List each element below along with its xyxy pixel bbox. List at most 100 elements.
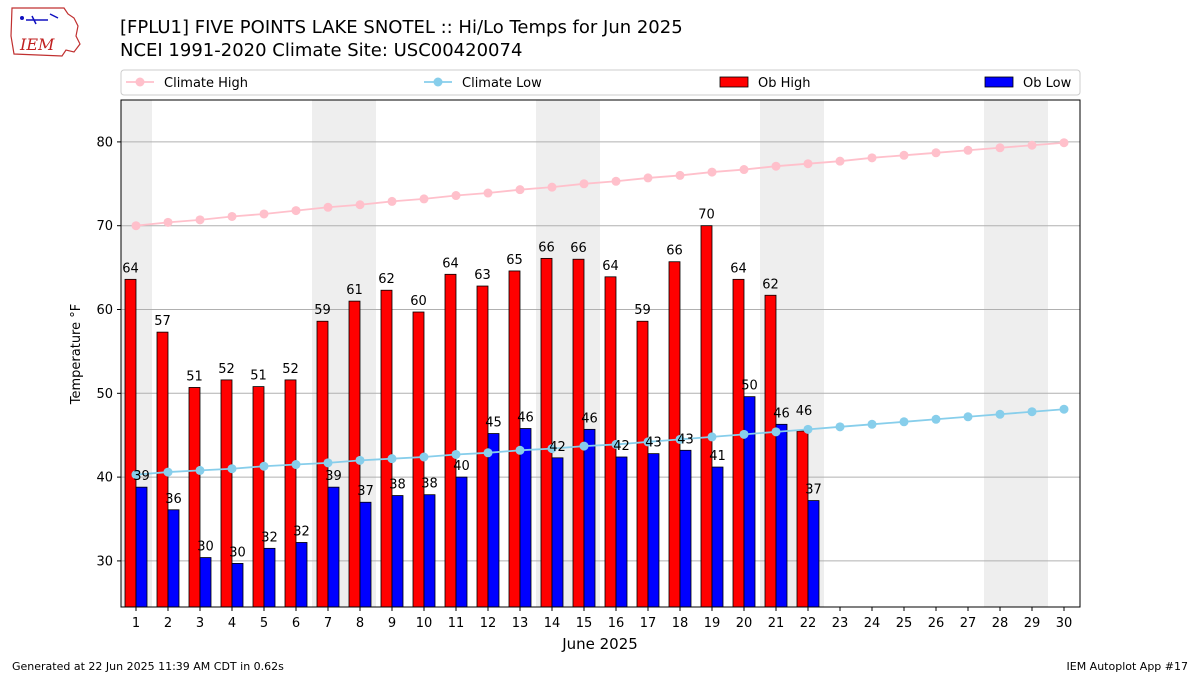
ob-low-label-15: 46 [581,411,598,426]
x-tick-label-23: 23 [832,616,849,631]
ob-high-label-20: 64 [730,261,747,276]
iem-logo: IEM [10,7,81,57]
x-tick-label-25: 25 [896,616,913,631]
legend-climate-high-marker [135,77,145,87]
climate-high-point-20 [739,165,749,175]
climate-high-point-15 [579,179,589,189]
climate-high-line [135,141,1065,227]
climate-low-point-14 [547,444,557,454]
climate-high-point-13 [515,185,525,195]
climate-high-point-2 [163,217,173,227]
ob-low-label-17: 43 [645,436,662,451]
ob-low-label-4: 30 [229,545,246,560]
x-tick-label-2: 2 [164,616,172,631]
ob-high-label-21: 62 [762,277,779,292]
ob-high-bar-13 [508,270,521,608]
data-labels: 64 57 51 52 51 52 59 61 62 60 64 63 65 66 66 64 59 66 70 64… [122,208,822,561]
x-tick-label-16: 16 [608,616,625,631]
ob-low-bar-14 [551,457,564,608]
x-tick-label-30: 30 [1056,616,1073,631]
x-tick-label-28: 28 [992,616,1009,631]
ob-high-bar-15 [572,258,585,608]
x-tick-label-1: 1 [132,616,140,631]
ob-low-label-2: 36 [165,492,182,507]
climate-high-point-25 [899,150,909,160]
climate-low-point-8 [355,455,365,465]
climate-low-point-23 [835,422,845,432]
ob-high-label-5: 51 [250,369,267,384]
ob-low-label-22: 37 [805,483,822,498]
climate-low-point-15 [579,441,589,451]
climate-low-point-27 [963,412,973,422]
ob-low-bar-4 [231,563,244,608]
climate-low-point-3 [195,465,205,475]
climate-high-point-18 [675,170,685,180]
climate-low-point-21 [771,427,781,437]
climate-low-point-13 [515,445,525,455]
ob-low-label-11: 40 [453,459,470,474]
ob-high-bar-22 [796,430,809,608]
climate-low-point-6 [291,460,301,470]
x-tick-label-4: 4 [228,616,236,631]
legend-climate-high-label: Climate High [164,76,248,91]
ob-low-label-7: 39 [325,469,342,484]
x-tick-label-24: 24 [864,616,881,631]
y-tick-label-30: 30 [96,554,113,569]
ob-high-label-17: 59 [634,303,651,318]
ob-low-bar-2 [167,509,180,608]
extra-label-1: 46 [796,404,813,419]
legend-box [120,69,1081,96]
climate-high-point-5 [259,209,269,219]
y-tick-label-80: 80 [96,135,113,150]
ob-low-label-6: 32 [293,524,310,539]
ob-high-label-3: 51 [186,369,203,384]
climate-high-point-16 [611,176,621,186]
climate-high-point-11 [451,191,461,201]
x-tick-label-14: 14 [544,616,561,631]
chart-title: [FPLU1] FIVE POINTS LAKE SNOTEL :: Hi/Lo… [120,17,683,38]
climate-high-point-24 [867,153,877,163]
ob-low-bar-1 [135,486,148,608]
x-tick-label-26: 26 [928,616,945,631]
climate-high-point-19 [707,167,717,177]
ob-low-label-16: 42 [613,439,630,454]
x-tick-label-12: 12 [480,616,497,631]
y-tick-label-40: 40 [96,471,113,486]
climate-low-point-1 [131,470,141,480]
ob-low-label-12: 45 [485,416,502,431]
x-tick-label-13: 13 [512,616,529,631]
ob-low-label-20: 50 [741,379,758,394]
ob-low-bar-13 [519,428,532,608]
ob-low-label-21: 46 [773,406,790,421]
x-tick-label-8: 8 [356,616,364,631]
ob-low-label-3: 30 [197,540,214,555]
climate-high-point-1 [131,221,141,231]
ob-high-label-4: 52 [218,362,235,377]
climate-high-point-26 [931,148,941,158]
x-tick-label-20: 20 [736,616,753,631]
climate-low-point-11 [451,449,461,459]
ob-low-bar-20 [743,396,756,608]
climate-low-point-12 [483,448,493,458]
climate-low-point-17 [643,437,653,447]
gridlines [121,141,1080,562]
ob-low-label-14: 42 [549,440,566,455]
ob-low-bar-11 [455,476,468,608]
ob-low-bar-12 [487,433,500,608]
climate-high-point-21 [771,161,781,171]
climate-high-point-23 [835,156,845,166]
climate-high-point-14 [547,182,557,192]
climate-high-point-7 [323,202,333,212]
ob-high-bar-9 [380,289,393,608]
y-axis-label: Temperature °F [69,304,84,405]
ob-high-label-10: 60 [410,294,427,309]
ob-high-label-8: 61 [346,283,363,298]
x-tick-label-17: 17 [640,616,657,631]
ob-low-label-18: 43 [677,432,694,447]
ob-high-label-7: 59 [314,303,331,318]
ob-high-label-13: 65 [506,253,523,268]
x-tick-label-21: 21 [768,616,785,631]
ob-high-label-14: 66 [538,240,555,255]
